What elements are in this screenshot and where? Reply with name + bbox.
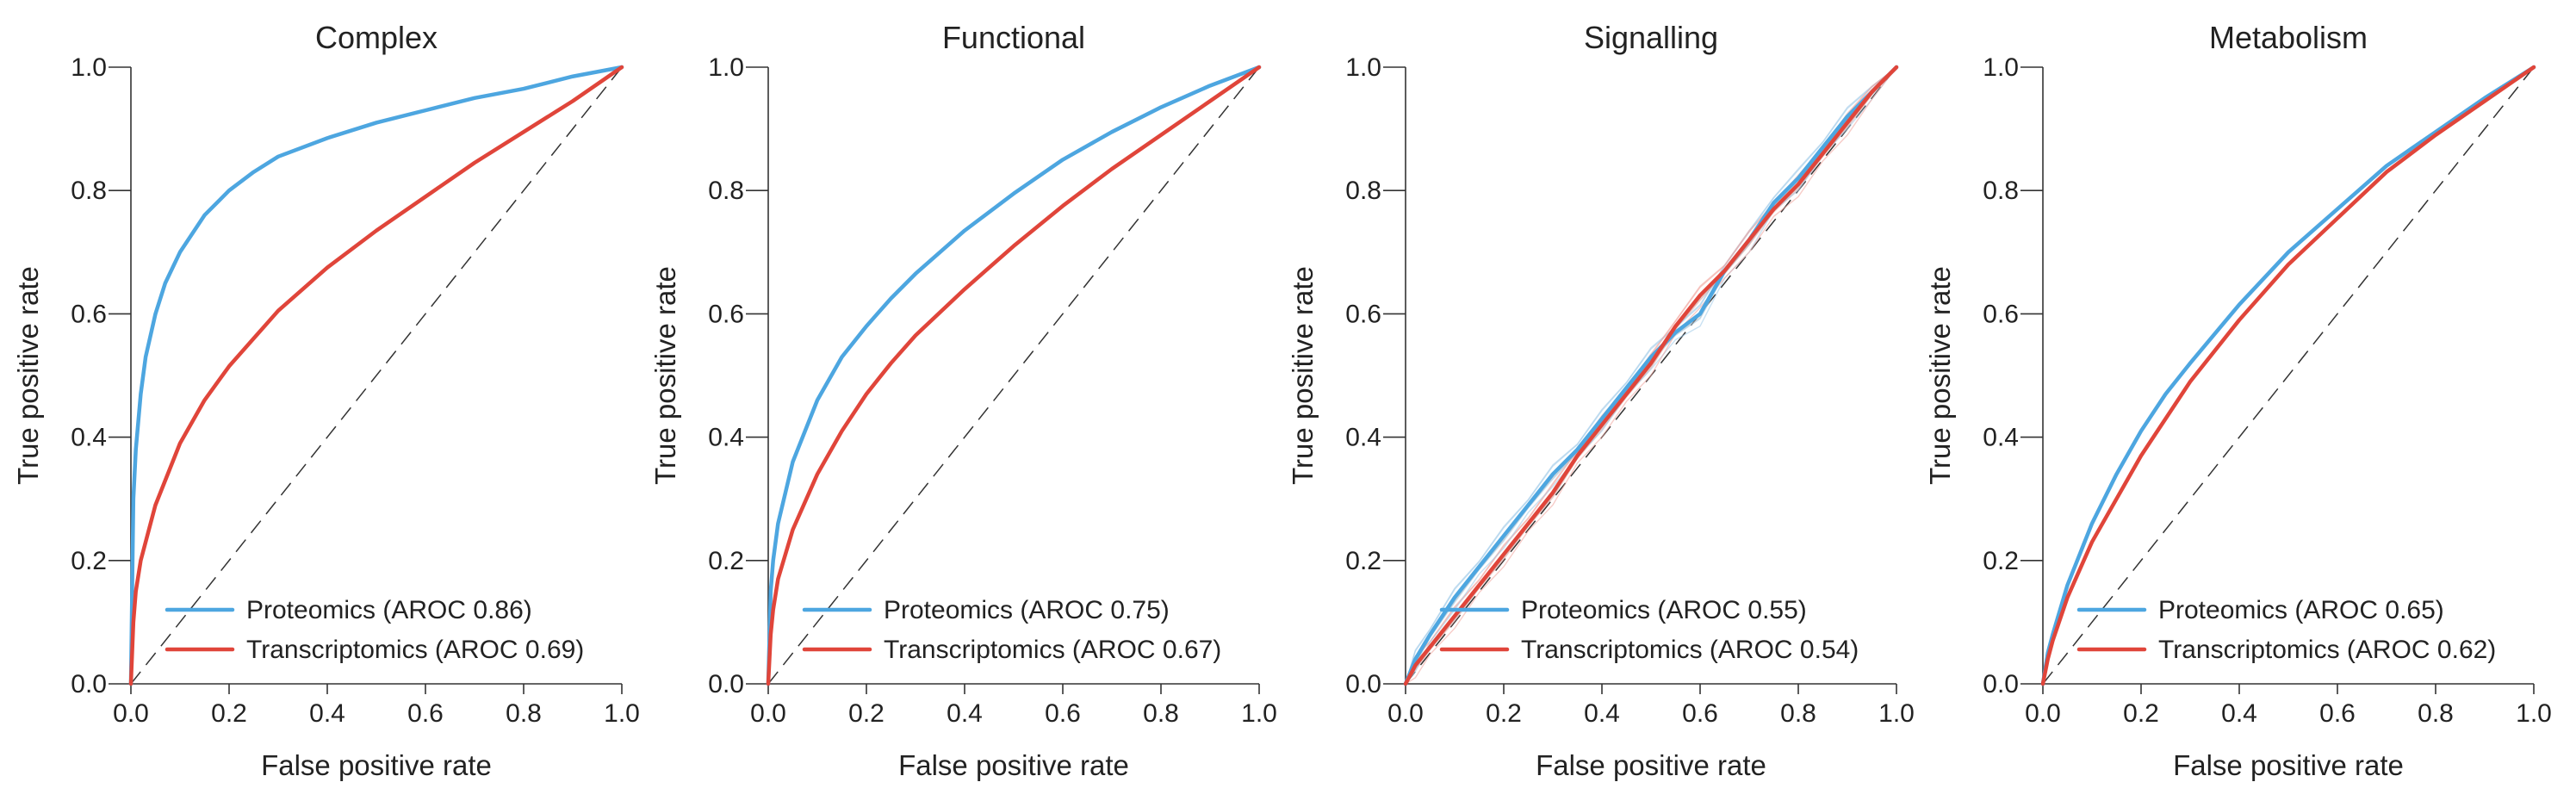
y-tick-label: 1.0 xyxy=(1983,53,2019,82)
y-tick-label: 0.6 xyxy=(708,300,744,328)
x-tick-label: 1.0 xyxy=(1241,699,1277,728)
x-axis-label: False positive rate xyxy=(1536,749,1766,781)
x-tick-label: 0.8 xyxy=(1780,699,1816,728)
y-tick-label: 0.8 xyxy=(1983,177,2019,205)
x-tick-label: 0.0 xyxy=(750,699,786,728)
x-tick-label: 1.0 xyxy=(1878,699,1915,728)
y-tick-label: 0.6 xyxy=(1983,300,2019,328)
chart-title: Signalling xyxy=(1584,20,1718,55)
resample-curve xyxy=(1405,66,1897,685)
random-classifier-diagonal xyxy=(2042,66,2535,685)
x-tick-label: 0.4 xyxy=(1584,699,1620,728)
series-line-proteomics xyxy=(766,65,1262,686)
legend-entry-proteomics: Proteomics (AROC 0.55) xyxy=(1521,596,1807,624)
legend-entry-transcriptomics: Transcriptomics (AROC 0.54) xyxy=(1521,636,1859,664)
x-tick-label: 0.0 xyxy=(1387,699,1424,728)
y-axis-label: True positive rate xyxy=(649,266,681,485)
legend-entry-proteomics: Proteomics (AROC 0.75) xyxy=(884,596,1170,624)
legend-entry-proteomics: Proteomics (AROC 0.86) xyxy=(246,596,532,624)
legend-entry-transcriptomics: Transcriptomics (AROC 0.62) xyxy=(2158,636,2496,664)
x-tick-label: 0.4 xyxy=(947,699,983,728)
x-axis-label: False positive rate xyxy=(261,749,492,781)
random-classifier-diagonal xyxy=(130,66,623,685)
x-tick-label: 0.4 xyxy=(2221,699,2257,728)
y-tick-label: 0.6 xyxy=(1345,300,1381,328)
x-tick-label: 0.0 xyxy=(2025,699,2061,728)
y-tick-label: 0.2 xyxy=(71,547,107,575)
chart-title: Complex xyxy=(315,20,438,55)
y-axis-label: True positive rate xyxy=(1924,266,1956,485)
x-tick-label: 0.8 xyxy=(506,699,542,728)
legend-entry-transcriptomics: Transcriptomics (AROC 0.69) xyxy=(246,636,584,664)
y-tick-label: 0.4 xyxy=(1983,424,2019,452)
y-tick-label: 0.2 xyxy=(1345,547,1381,575)
y-tick-label: 0.6 xyxy=(71,300,107,328)
resample-curve xyxy=(1405,66,1897,685)
random-classifier-diagonal xyxy=(767,66,1260,685)
chart-panel-2: Signalling 0.0 0.2 0.4 0.6 0.8 1.0 0.0 0.2 0.4 0.6… xyxy=(1287,20,1915,781)
chart-title: Functional xyxy=(942,20,1085,55)
y-tick-label: 0.0 xyxy=(71,670,107,698)
y-tick-label: 0.4 xyxy=(708,424,744,452)
x-tick-label: 0.8 xyxy=(1143,699,1179,728)
y-tick-label: 0.0 xyxy=(1345,670,1381,698)
series-line-proteomics xyxy=(1403,65,1899,686)
resample-curve xyxy=(1405,66,1897,685)
series-line-proteomics xyxy=(2040,65,2536,686)
chart-panel-0: Complex 0.0 0.2 0.4 0.6 0.8 1.0 0.0 0.2 0.4 0.6 0.8… xyxy=(12,20,640,781)
y-axis-label: True positive rate xyxy=(12,266,44,485)
y-tick-label: 0.0 xyxy=(1983,670,2019,698)
x-axis-label: False positive rate xyxy=(898,749,1129,781)
x-tick-label: 0.6 xyxy=(2319,699,2356,728)
x-tick-label: 0.6 xyxy=(1682,699,1718,728)
series-line-transcriptomics xyxy=(766,65,1262,686)
chart-panel-3: Metabolism 0.0 0.2 0.4 0.6 0.8 1.0 0.0 0.2 0.4 0.6… xyxy=(1924,20,2552,781)
y-tick-label: 0.4 xyxy=(1345,424,1381,452)
x-tick-label: 0.6 xyxy=(1045,699,1081,728)
x-tick-label: 0.8 xyxy=(2418,699,2454,728)
y-tick-label: 0.8 xyxy=(708,177,744,205)
x-axis-label: False positive rate xyxy=(2173,749,2404,781)
series-line-transcriptomics xyxy=(1403,65,1899,686)
x-tick-label: 0.2 xyxy=(2123,699,2159,728)
y-tick-label: 1.0 xyxy=(1345,53,1381,82)
series-line-proteomics xyxy=(128,65,624,686)
series-line-transcriptomics xyxy=(128,65,624,686)
y-tick-label: 1.0 xyxy=(708,53,744,82)
x-tick-label: 0.6 xyxy=(407,699,444,728)
y-tick-label: 0.8 xyxy=(1345,177,1381,205)
y-tick-label: 0.2 xyxy=(1983,547,2019,575)
chart-panel-1: Functional 0.0 0.2 0.4 0.6 0.8 1.0 0.0 0.2 0.4 0.6… xyxy=(649,20,1277,781)
legend-entry-transcriptomics: Transcriptomics (AROC 0.67) xyxy=(884,636,1221,664)
y-axis-label: True positive rate xyxy=(1287,266,1319,485)
x-tick-label: 0.2 xyxy=(848,699,885,728)
x-tick-label: 0.2 xyxy=(1486,699,1522,728)
y-tick-label: 0.4 xyxy=(71,424,107,452)
y-tick-label: 0.2 xyxy=(708,547,744,575)
series-line-transcriptomics xyxy=(2040,65,2536,686)
x-tick-label: 0.2 xyxy=(211,699,247,728)
x-tick-label: 1.0 xyxy=(604,699,640,728)
y-tick-label: 1.0 xyxy=(71,53,107,82)
x-tick-label: 1.0 xyxy=(2516,699,2552,728)
y-tick-label: 0.0 xyxy=(708,670,744,698)
x-tick-label: 0.4 xyxy=(309,699,345,728)
x-tick-label: 0.0 xyxy=(113,699,149,728)
y-tick-label: 0.8 xyxy=(71,177,107,205)
chart-title: Metabolism xyxy=(2209,20,2368,55)
legend-entry-proteomics: Proteomics (AROC 0.65) xyxy=(2158,596,2444,624)
